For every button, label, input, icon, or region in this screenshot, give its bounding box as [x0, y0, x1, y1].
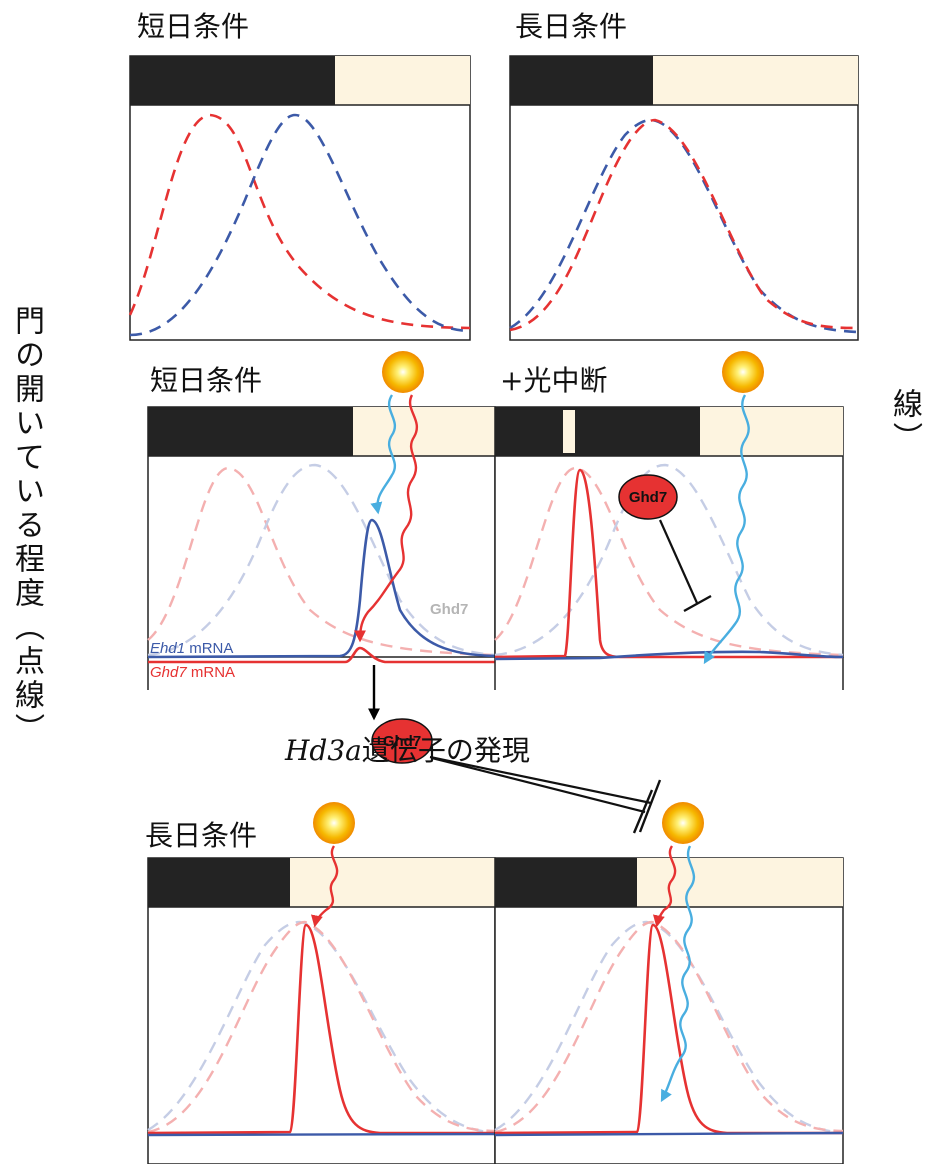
ghd7-badge-2 — [371, 718, 433, 764]
faded-red-gate — [147, 920, 496, 1134]
title-night-break: +光中断 — [500, 364, 607, 397]
light-signal-blue — [370, 394, 397, 515]
sun-icon — [382, 351, 424, 393]
ghd7-badge — [618, 474, 678, 520]
light-signal-blue — [660, 845, 696, 1103]
ghd7-mrna-curve — [494, 468, 843, 659]
title-long-day-2: 長日条件 — [145, 819, 257, 852]
hd3a-expression-label: Hd3a遺伝子の発現 — [284, 734, 530, 767]
light-period-bar — [637, 858, 843, 907]
dark-period-bar — [495, 858, 637, 907]
inhibition-bar — [683, 594, 712, 613]
blue-gate-curve — [129, 113, 471, 337]
title-short-day-2: 短日条件 — [150, 364, 262, 397]
ehd1-mrna-curve — [147, 518, 496, 659]
sun-icon — [313, 802, 355, 844]
ehd1-mrna-label: Ehd1 mRNA — [150, 640, 233, 657]
ehd1-mrna-curve — [494, 650, 844, 661]
red-gate-curve — [509, 118, 859, 332]
title-long-day: 長日条件 — [515, 10, 627, 43]
ghd7-mrna-label: Ghd7 mRNA — [150, 664, 235, 681]
light-period-bar — [700, 407, 843, 456]
light-signal-red — [311, 845, 339, 928]
light-signal-blue — [703, 394, 750, 665]
inhibition-bar-long — [632, 789, 654, 834]
inhibition-line-long — [431, 756, 646, 814]
ehd1-mrna-curve — [147, 1132, 496, 1137]
title-short-day: 短日条件 — [137, 10, 249, 43]
light-signal-red — [354, 394, 418, 643]
ehd1-mrna-curve — [494, 1131, 844, 1137]
dark-period-bar — [510, 56, 653, 105]
panel-short-day — [128, 55, 471, 341]
sun-icon — [722, 351, 764, 393]
dark-period-bar — [130, 56, 335, 105]
dark-period-bar — [495, 407, 700, 456]
faded-red-gate — [494, 466, 844, 657]
left-axis-label: 門の開いている程度（点線） — [9, 305, 44, 747]
dark-period-bar — [148, 858, 290, 907]
faded-blue-gate — [494, 463, 844, 657]
dark-period-bar — [148, 407, 353, 456]
sun-icon — [662, 802, 704, 844]
night-break-flash — [563, 410, 575, 453]
faded-blue-gate — [147, 463, 496, 657]
red-gate-curve — [128, 113, 471, 330]
ghd7-mrna-curve — [148, 646, 495, 664]
inhibition-line — [658, 519, 699, 604]
light-period-bar — [290, 858, 495, 907]
panel-short-day-mrna: Ghd7 Ehd1 mRNA Ghd7 mRNA — [147, 406, 496, 690]
blue-gate-curve — [509, 118, 859, 334]
panel-night-break: Ghd7 — [494, 406, 844, 690]
right-axis-label: mRNAの発現（実線） — [887, 388, 922, 456]
ghd7-badge-2-label: Ghd7 — [383, 733, 421, 750]
ghd7-gray-label: Ghd7 — [430, 601, 468, 618]
light-signal-red — [653, 845, 677, 928]
panel-long-day — [509, 55, 859, 341]
light-period-bar — [353, 407, 495, 456]
inhibition-bar — [638, 779, 662, 833]
panel-long-day-mrna — [147, 857, 496, 1164]
ghd7-badge-label: Ghd7 — [629, 489, 667, 506]
faded-red-gate — [147, 466, 496, 657]
ghd7-mrna-curve — [494, 923, 843, 1135]
inhibition-line — [429, 755, 652, 805]
light-period-bar — [335, 56, 470, 105]
ghd7-mrna-curve — [147, 923, 495, 1135]
light-period-bar — [653, 56, 858, 105]
faded-red-gate — [494, 920, 844, 1134]
